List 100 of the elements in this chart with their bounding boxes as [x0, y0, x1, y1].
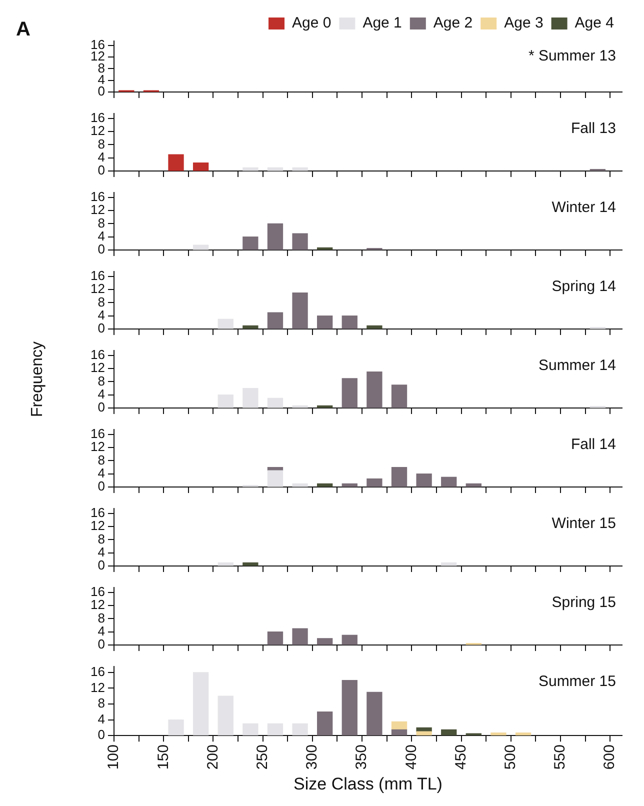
text: Winter 15 [552, 515, 616, 532]
bar [366, 478, 382, 487]
x-tick-label: 350 [353, 744, 370, 770]
bar [267, 167, 284, 171]
bar [342, 483, 358, 487]
bar [391, 466, 408, 487]
bar [317, 247, 333, 250]
x-tick-label: 400 [402, 744, 420, 770]
y-tick-label: 0 [98, 558, 105, 573]
bar [490, 732, 506, 736]
legend-label: Age 3 [504, 14, 544, 32]
bar [267, 223, 284, 250]
legend-label: Age 4 [574, 14, 614, 32]
y-tick-label: 16 [90, 584, 105, 600]
bar [366, 325, 382, 329]
x-tick-label: 250 [254, 744, 271, 770]
x-tick-label: 600 [601, 744, 618, 770]
y-tick-label: 12 [90, 518, 105, 534]
legend-label: Age 2 [433, 14, 473, 32]
bar [292, 292, 308, 329]
bar [168, 719, 184, 736]
bar [218, 318, 234, 329]
y-tick-label: 4 [98, 623, 105, 638]
y-tick-label: 12 [90, 360, 105, 376]
bar [192, 672, 209, 736]
bar [342, 634, 358, 645]
bar [218, 394, 234, 408]
bar [366, 372, 382, 408]
legend-label: Age 1 [362, 14, 402, 32]
y-tick-label: 12 [90, 281, 105, 296]
y-tick-label: 12 [90, 680, 105, 695]
bar [391, 729, 408, 736]
x-tick-label: 300 [304, 744, 321, 770]
bar [366, 692, 382, 736]
y-tick-label: 16 [90, 347, 105, 362]
bar [218, 696, 234, 736]
y-tick-label: 16 [90, 505, 105, 520]
bar [242, 388, 258, 408]
bar [267, 398, 284, 408]
bar [267, 723, 284, 736]
y-tick-label: 16 [90, 110, 105, 126]
y-tick-label: 4 [98, 307, 105, 322]
bar [168, 154, 184, 171]
y-tick-label: 12 [90, 123, 105, 138]
bar [515, 732, 532, 736]
bar [242, 236, 258, 250]
y-tick-label: 8 [98, 452, 105, 468]
bar [242, 325, 258, 329]
y-tick-label: 4 [98, 465, 105, 480]
y-tick-label: 8 [98, 531, 105, 546]
y-tick-label: 0 [98, 162, 105, 178]
text: Summer 15 [538, 673, 616, 690]
y-tick-label: 0 [98, 242, 105, 257]
text: A [16, 18, 30, 41]
y-tick-label: 0 [98, 400, 105, 415]
text: Fall 13 [570, 120, 616, 138]
y-tick-label: 8 [98, 215, 105, 230]
x-tick-label: 150 [154, 744, 172, 770]
y-tick-label: 8 [98, 294, 105, 310]
x-tick-label: 500 [502, 744, 520, 770]
bar [317, 405, 333, 408]
y-tick-label: 8 [98, 373, 105, 388]
bar [342, 680, 358, 736]
bar [391, 384, 408, 408]
bar [292, 483, 308, 487]
bar [292, 723, 308, 736]
x-tick-label: 550 [552, 744, 569, 770]
bar [391, 721, 408, 730]
x-axis-title: Size Class (mm TL) [294, 774, 442, 794]
y-tick-label: 16 [90, 426, 105, 442]
y-tick-label: 0 [98, 478, 105, 494]
y-tick-label: 0 [98, 636, 105, 652]
bar [342, 378, 358, 408]
y-tick-label: 12 [90, 439, 105, 454]
legend-label: Age 0 [292, 14, 332, 32]
y-tick-label: 4 [98, 544, 105, 560]
bar [441, 476, 457, 487]
bar [466, 483, 482, 487]
bar [292, 628, 308, 645]
x-tick-label: 450 [452, 744, 470, 770]
bar [317, 316, 333, 329]
bar [192, 162, 209, 171]
bar [242, 167, 258, 171]
bar [192, 244, 209, 250]
bar [292, 167, 308, 171]
text: Spring 14 [552, 278, 616, 296]
y-tick-label: 4 [98, 711, 105, 726]
bar [416, 474, 432, 487]
bar [267, 632, 284, 645]
bar [317, 638, 333, 645]
y-tick-label: 12 [90, 597, 105, 612]
y-tick-label: 0 [98, 727, 105, 742]
bar [292, 233, 308, 250]
y-tick-label: 8 [98, 136, 105, 152]
bar [292, 405, 308, 408]
y-tick-label: 0 [98, 320, 105, 336]
text: Spring 15 [552, 594, 616, 612]
bar [267, 470, 284, 487]
x-tick-label: 200 [204, 744, 222, 770]
y-tick-label: 12 [90, 202, 105, 218]
